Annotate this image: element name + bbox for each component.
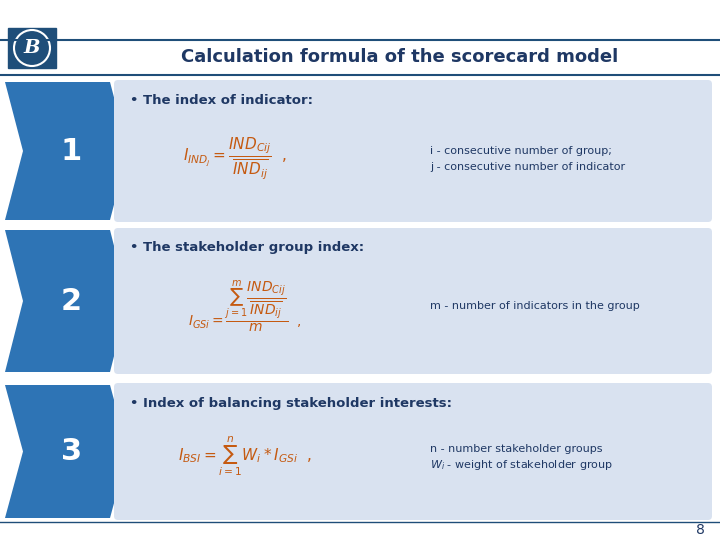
Text: Calculation formula of the scorecard model: Calculation formula of the scorecard mod…: [181, 48, 618, 66]
Text: j - consecutive number of indicator: j - consecutive number of indicator: [430, 162, 625, 172]
FancyBboxPatch shape: [114, 80, 712, 222]
Text: 2: 2: [61, 287, 82, 315]
Text: B: B: [24, 39, 40, 57]
Text: • The index of indicator:: • The index of indicator:: [130, 93, 313, 106]
Polygon shape: [5, 82, 128, 220]
FancyBboxPatch shape: [114, 383, 712, 520]
Text: $I_{IND_j} = \dfrac{IND_{Cij}}{\overline{IND_{ij}}}$  ,: $I_{IND_j} = \dfrac{IND_{Cij}}{\overline…: [183, 136, 287, 182]
Text: i - consecutive number of group;: i - consecutive number of group;: [430, 146, 612, 156]
Text: n - number stakeholder groups: n - number stakeholder groups: [430, 443, 603, 454]
Text: 1: 1: [61, 137, 82, 165]
Text: • Index of balancing stakeholder interests:: • Index of balancing stakeholder interes…: [130, 396, 452, 409]
Text: 8: 8: [696, 523, 704, 537]
Polygon shape: [5, 385, 128, 518]
Text: • The stakeholder group index:: • The stakeholder group index:: [130, 241, 364, 254]
Polygon shape: [5, 230, 128, 372]
Text: 3: 3: [61, 437, 82, 466]
FancyBboxPatch shape: [114, 228, 712, 374]
Text: $I_{BSI} = \sum_{i=1}^{n} W_i * I_{GSi}$  ,: $I_{BSI} = \sum_{i=1}^{n} W_i * I_{GSi}$…: [178, 435, 312, 478]
FancyBboxPatch shape: [8, 28, 56, 68]
Text: m - number of indicators in the group: m - number of indicators in the group: [430, 301, 640, 311]
Text: $W_i$ - weight of stakeholder group: $W_i$ - weight of stakeholder group: [430, 457, 613, 471]
Text: $I_{GSi} = \dfrac{\sum_{j=1}^{m} \dfrac{IND_{Cij}}{\overline{IND_{ij}}}}{m}$  ,: $I_{GSi} = \dfrac{\sum_{j=1}^{m} \dfrac{…: [188, 278, 302, 334]
